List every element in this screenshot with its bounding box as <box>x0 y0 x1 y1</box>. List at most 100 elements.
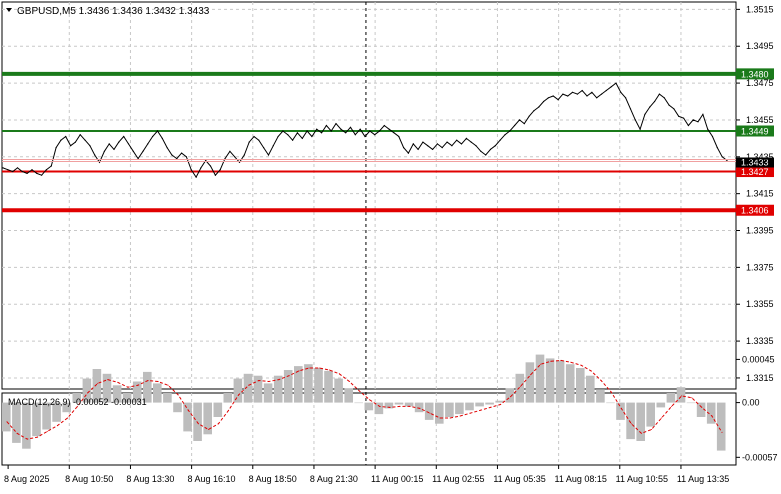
price-point <box>673 108 675 110</box>
time-tick-label: 8 Aug 2025 <box>4 474 50 484</box>
price-point <box>417 148 419 150</box>
price-point <box>118 141 120 143</box>
macd-histogram-bar <box>102 373 112 403</box>
price-tick-label: 1.3375 <box>746 262 774 272</box>
macd-signal-point <box>600 380 602 381</box>
price-point <box>581 89 583 92</box>
price-tick-label: 1.3455 <box>746 115 774 125</box>
price-point <box>702 113 704 115</box>
macd-signal-point <box>348 381 350 382</box>
price-point <box>229 150 231 152</box>
price-point <box>354 134 356 136</box>
macd-signal-point <box>218 423 219 425</box>
price-point <box>596 97 598 99</box>
macd-signal-point <box>248 384 250 386</box>
price-point <box>94 154 96 156</box>
macd-signal-point <box>610 391 612 393</box>
price-point <box>610 86 612 88</box>
price-point <box>171 154 173 156</box>
price-point <box>152 135 154 138</box>
time-tick-label: 11 Aug 05:35 <box>493 474 545 484</box>
macd-signal-point <box>107 379 109 381</box>
macd-histogram-bar <box>384 402 394 409</box>
price-point <box>74 141 76 143</box>
grid <box>1 1 737 466</box>
price-point <box>364 135 366 138</box>
macd-histogram-bar <box>42 402 51 430</box>
macd-signal-point <box>671 405 673 407</box>
macd-histogram-bar <box>445 402 454 417</box>
price-point <box>378 130 381 132</box>
price-point <box>465 137 467 139</box>
macd-histogram-bar <box>465 402 474 411</box>
macd-signal-point <box>409 405 411 407</box>
macd-histogram-bar <box>424 402 434 420</box>
macd-histogram-bar <box>586 375 595 403</box>
level-tag-1.3449 <box>736 125 774 137</box>
macd-histogram-bar <box>606 402 615 404</box>
macd-signal-point <box>651 429 652 430</box>
macd-histogram-bar <box>565 364 575 403</box>
macd-signal-point <box>16 432 18 434</box>
price-point <box>692 119 694 121</box>
macd-tick-label: -0.00057 <box>742 452 778 462</box>
price-point <box>277 135 279 138</box>
macd-signal-point <box>570 361 572 363</box>
price-point <box>668 104 670 106</box>
price-point <box>190 169 192 171</box>
price-point <box>432 148 434 150</box>
macd-signal-point <box>228 409 230 411</box>
price-point <box>427 145 429 147</box>
price-point <box>70 145 72 147</box>
price-point <box>721 156 723 158</box>
price-point <box>292 139 294 141</box>
price-point <box>634 119 636 121</box>
price-point <box>509 130 511 132</box>
macd-signal-point <box>187 409 189 411</box>
price-point <box>224 158 226 160</box>
price-point <box>422 141 424 143</box>
macd-histogram-bar <box>374 402 384 415</box>
price-tick-label: 1.3315 <box>746 373 774 383</box>
macd-signal-point <box>449 417 451 419</box>
price-point <box>84 139 86 141</box>
price-point <box>248 141 250 143</box>
macd-signal-point <box>147 380 149 381</box>
level-label-1.3427: 1.3427 <box>741 167 769 177</box>
price-point <box>654 100 656 103</box>
price-point <box>470 141 472 143</box>
current-price-label: 1.3433 <box>741 157 769 167</box>
macd-histogram-bar <box>404 402 414 407</box>
key-levels: 1.3480 1.3449 1.3427 1.3406 <box>2 68 774 216</box>
price-point <box>697 121 699 123</box>
price-point <box>412 143 414 145</box>
macd-signal-point <box>429 412 431 414</box>
price-point <box>89 145 91 147</box>
macd-signal-point <box>298 370 300 372</box>
macd-signal-point <box>540 363 542 365</box>
chart-header: GBPUSD,M5 1.3436 1.3436 1.3432 1.3433 MA… <box>6 6 210 407</box>
price-point <box>205 159 207 162</box>
price-point <box>586 95 588 97</box>
dropdown-triangle-icon[interactable] <box>6 8 12 12</box>
price-point <box>311 135 313 138</box>
price-point <box>238 161 241 163</box>
macd-signal-point <box>177 394 179 396</box>
price-point <box>287 134 289 136</box>
macd-histogram-bar <box>193 402 202 441</box>
macd-histogram-bar <box>636 402 645 441</box>
price-point <box>547 97 550 99</box>
macd-signal-point <box>26 438 28 440</box>
time-tick-label: 8 Aug 10:50 <box>65 474 113 484</box>
price-point <box>31 169 33 171</box>
macd-tick-label: 0.00045 <box>742 354 775 364</box>
price-point <box>181 152 183 154</box>
price-point <box>41 174 43 176</box>
macd-histogram-bar <box>243 373 253 403</box>
price-point <box>234 156 236 158</box>
price-point <box>369 130 371 132</box>
macd-histogram-bar <box>273 375 283 403</box>
macd-signal-point <box>379 405 381 407</box>
macd-histogram-bar <box>253 375 263 403</box>
macd-signal-point <box>580 364 582 366</box>
